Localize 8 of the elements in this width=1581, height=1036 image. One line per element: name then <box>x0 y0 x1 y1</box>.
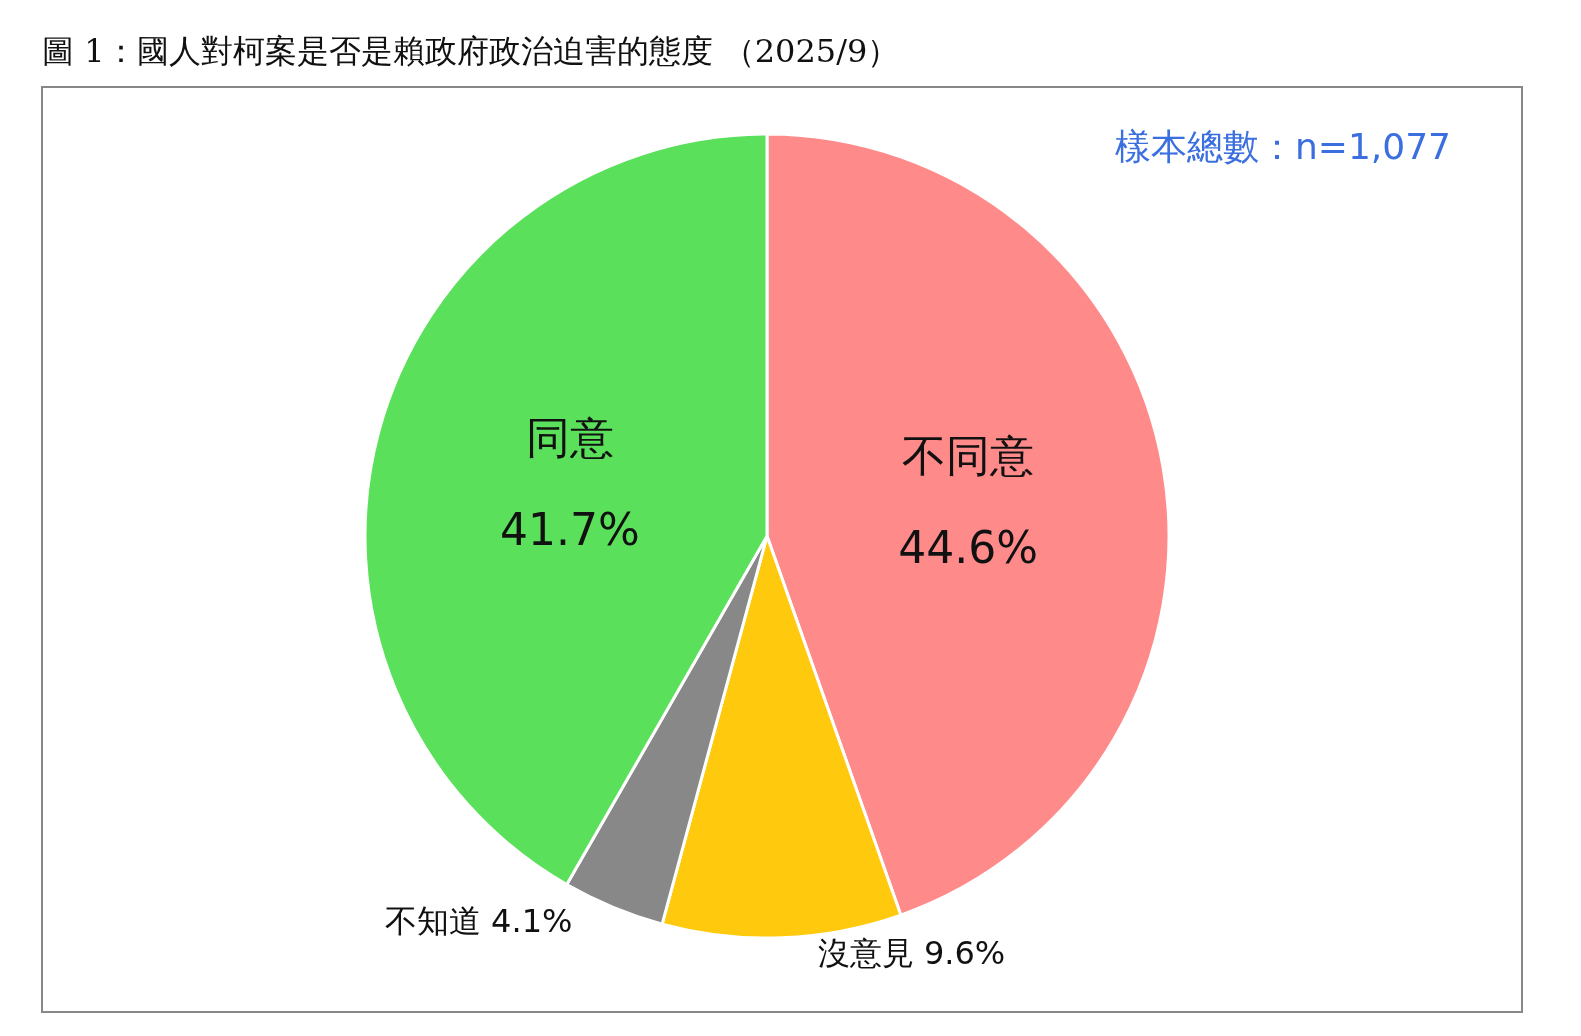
data-label: 44.6% <box>898 522 1038 574</box>
data-label: 41.7% <box>500 503 640 555</box>
slice-label: 沒意見 9.6% <box>817 933 1006 972</box>
slice-label: 同意 <box>525 411 614 463</box>
slice-label: 不同意 <box>902 430 1035 482</box>
text: 樣本總數：n=1,077 <box>1114 125 1452 167</box>
slice-label: 不知道 4.1% <box>384 902 573 941</box>
chart-title: 圖 1：國人對柯案是否是賴政府政治迫害的態度 （2025/9） <box>42 31 900 72</box>
